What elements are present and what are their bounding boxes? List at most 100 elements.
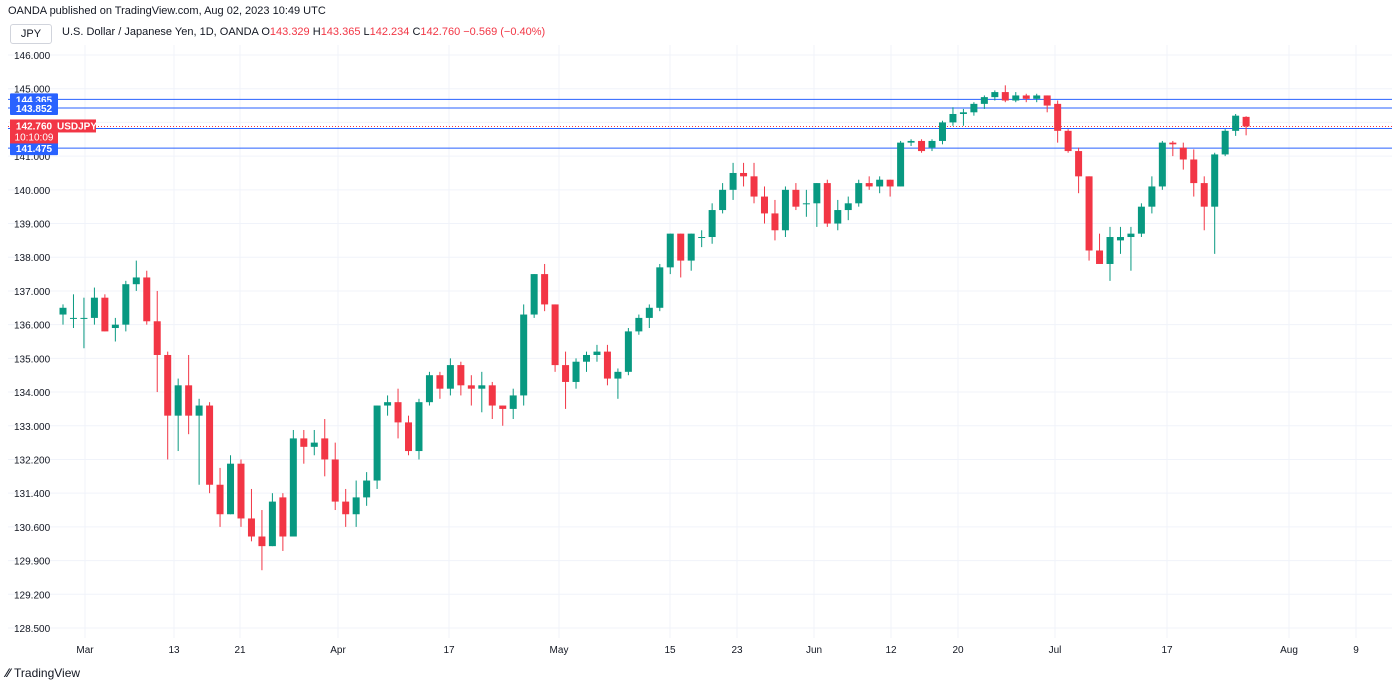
time-axis[interactable]: Mar 13 21 Apr 17 May 15 23 Jun 12 20 Jul 17 Aug 9	[76, 645, 1359, 656]
candle-body	[928, 140, 936, 148]
candle-body	[69, 317, 77, 319]
level-label-bg	[10, 102, 58, 116]
candle-body	[352, 497, 360, 515]
candle-body	[1096, 250, 1104, 264]
candle-body	[897, 142, 905, 187]
x-tick-label: 20	[952, 645, 964, 656]
candle-body	[310, 442, 318, 447]
candle-body	[551, 304, 559, 366]
horizontal-levels[interactable]	[8, 98, 1392, 149]
y-tick-label: 140.000	[14, 186, 51, 197]
y-tick-label: 131.400	[14, 489, 51, 500]
candle-body	[583, 354, 590, 362]
candle-body	[1043, 95, 1051, 106]
x-tick-label: Mar	[76, 645, 94, 656]
candles	[59, 85, 1250, 571]
y-tick-label: 132.200	[14, 455, 51, 466]
candle-body	[687, 233, 695, 261]
candle-body	[363, 480, 371, 498]
candle-body	[1242, 116, 1250, 127]
candle-body	[1054, 103, 1062, 131]
candle-body	[122, 284, 130, 325]
candle-body	[80, 317, 88, 319]
candle-body	[1211, 154, 1219, 207]
symbol-tag: USDJPY	[57, 121, 97, 132]
candle-body	[740, 172, 748, 177]
legend-change: −0.569 (−0.40%)	[463, 26, 546, 38]
candle-body	[781, 189, 789, 231]
candle-body	[1075, 151, 1083, 177]
candle-body	[227, 463, 235, 515]
candle-body	[1169, 142, 1177, 145]
y-tick-label: 130.600	[14, 523, 51, 534]
x-tick-label: Apr	[330, 645, 346, 656]
candle-body	[760, 196, 768, 214]
candle-body	[698, 237, 706, 239]
candle-body	[1127, 233, 1135, 238]
candle-body	[1001, 92, 1009, 101]
candle-body	[488, 385, 496, 406]
candle-body	[174, 385, 182, 416]
candle-body	[708, 210, 716, 238]
x-tick-label: 9	[1353, 645, 1359, 656]
candle-body	[289, 438, 297, 537]
candle-body	[478, 385, 486, 389]
last-price-bg	[10, 119, 58, 144]
candle-body	[373, 405, 381, 481]
legend-high-value: 143.365	[320, 26, 361, 38]
candle-body	[792, 189, 800, 207]
x-tick-label: Jun	[806, 645, 822, 656]
candle-body	[656, 267, 664, 308]
level-label-bg	[10, 142, 58, 156]
candle-body	[258, 536, 266, 547]
x-tick-label: 23	[731, 645, 743, 656]
candle-body	[1012, 95, 1020, 101]
candle-body	[614, 371, 622, 379]
footer-brand[interactable]: ⁄⁄ TradingView	[6, 666, 80, 680]
candle-body	[666, 233, 674, 268]
candle-body	[436, 375, 444, 389]
brand-text: TradingView	[14, 666, 81, 680]
candle-body	[980, 97, 988, 104]
candle-body	[1137, 206, 1145, 234]
candle-body	[216, 484, 224, 515]
candle-body	[499, 405, 507, 409]
y-tick-label: 128.500	[14, 624, 51, 635]
candle-body	[206, 405, 214, 485]
x-tick-label: 17	[1161, 645, 1173, 656]
price-labels: 144.365143.852142.639141.475142.76010:10…	[10, 93, 97, 156]
candle-body	[509, 395, 517, 409]
candle-body	[1085, 176, 1093, 251]
x-tick-label: Jul	[1049, 645, 1062, 656]
tradingview-logo-icon: ⁄⁄	[6, 666, 11, 680]
candle-body	[1158, 142, 1166, 187]
x-tick-label: 17	[443, 645, 455, 656]
candle-body	[949, 113, 957, 123]
candle-body	[1232, 115, 1240, 131]
candle-body	[802, 203, 810, 205]
x-tick-label: 13	[168, 645, 180, 656]
candle-body	[268, 501, 276, 547]
candle-body	[823, 183, 831, 224]
x-tick-label: May	[550, 645, 569, 656]
candle-body	[938, 122, 946, 141]
price-axis[interactable]: 146.000145.000143.000141.000140.000139.0…	[14, 51, 51, 635]
symbol-badge[interactable]: JPY	[10, 24, 52, 44]
candle-body	[415, 402, 423, 452]
y-tick-label: 139.000	[14, 220, 51, 231]
level-label: 141.475	[16, 144, 53, 155]
chart-legend: U.S. Dollar / Japanese Yen, 1D, OANDA O1…	[62, 26, 545, 38]
legend-open-value: 143.329	[269, 26, 310, 38]
candle-body	[467, 385, 475, 389]
y-tick-label: 146.000	[14, 51, 51, 62]
candle-body	[164, 354, 172, 416]
legend-low-label: L	[363, 26, 370, 38]
candle-body	[677, 233, 685, 261]
candle-body	[1106, 237, 1114, 264]
candle-body	[1190, 159, 1198, 184]
candle-body	[1022, 95, 1030, 99]
y-tick-label: 133.000	[14, 422, 51, 433]
y-tick-label: 134.000	[14, 388, 51, 399]
y-tick-label: 129.200	[14, 590, 51, 601]
